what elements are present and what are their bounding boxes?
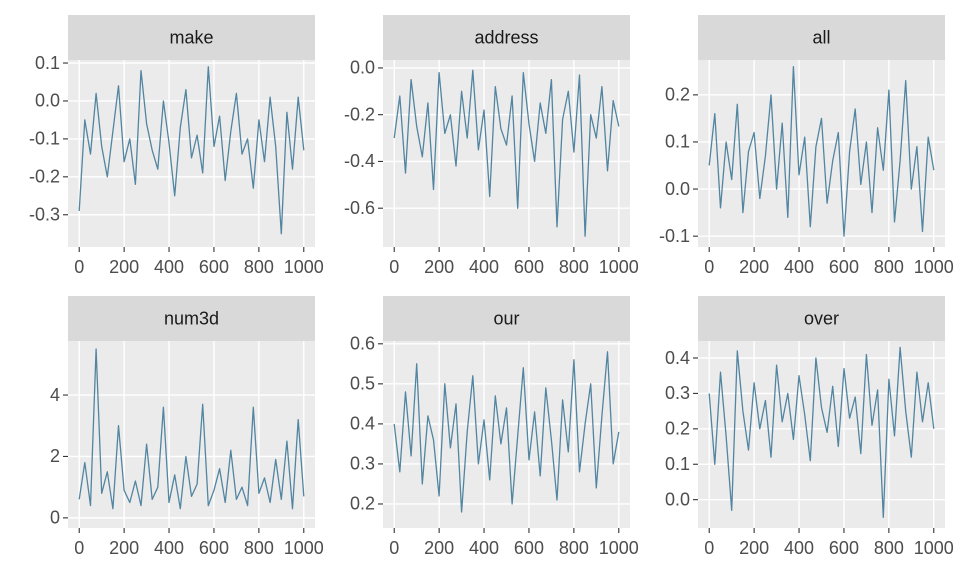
x-tick-label: 600	[199, 538, 229, 558]
x-tick-label: 600	[514, 257, 544, 277]
facet-title: make	[169, 27, 213, 47]
x-tick-label: 1000	[914, 538, 954, 558]
x-tick-label: 200	[739, 257, 769, 277]
y-tick-label: 0.4	[350, 414, 375, 434]
x-tick-label: 1000	[599, 538, 639, 558]
y-tick-label: 0.0	[35, 91, 60, 111]
panel-background	[68, 341, 315, 528]
y-tick-label: 4	[50, 385, 60, 405]
y-tick-label: -0.2	[344, 104, 375, 124]
x-tick-label: 0	[389, 257, 399, 277]
trace-line	[708, 65, 935, 237]
trace-line	[393, 69, 620, 237]
x-tick-label: 800	[874, 538, 904, 558]
strip	[383, 15, 630, 60]
y-tick-label: -0.6	[344, 198, 375, 218]
facet-title: our	[493, 308, 519, 328]
x-tick-label: 800	[874, 257, 904, 277]
x-tick-label: 200	[739, 538, 769, 558]
strip	[68, 296, 315, 341]
x-tick-label: 600	[829, 257, 859, 277]
facet-title: over	[804, 308, 839, 328]
x-tick-label: 800	[244, 257, 274, 277]
x-tick-label: 0	[74, 257, 84, 277]
y-tick-label: 0.1	[35, 53, 60, 73]
x-tick-label: 600	[514, 538, 544, 558]
x-tick-label: 200	[109, 538, 139, 558]
x-tick-label: 400	[154, 538, 184, 558]
x-tick-label: 400	[469, 257, 499, 277]
y-tick-label: -0.1	[659, 226, 690, 246]
x-tick-label: 200	[424, 538, 454, 558]
y-tick-label: 0.1	[665, 454, 690, 474]
trace-line	[78, 66, 305, 235]
x-tick-label: 1000	[284, 257, 324, 277]
y-tick-label: -0.3	[29, 205, 60, 225]
x-tick-label: 800	[244, 538, 274, 558]
y-tick-label: 0.2	[665, 419, 690, 439]
trace-line	[78, 348, 305, 510]
x-tick-label: 600	[829, 538, 859, 558]
strip	[68, 15, 315, 60]
x-tick-label: 0	[704, 257, 714, 277]
y-tick-label: 0.2	[350, 494, 375, 514]
x-tick-label: 1000	[914, 257, 954, 277]
y-tick-label: 0.0	[665, 489, 690, 509]
strip	[698, 296, 945, 341]
strip	[698, 15, 945, 60]
y-tick-label: 0.0	[665, 179, 690, 199]
y-tick-label: 2	[50, 446, 60, 466]
facet-title: num3d	[164, 308, 219, 328]
trace-line	[393, 351, 620, 513]
x-tick-label: 0	[389, 538, 399, 558]
y-tick-label: -0.4	[344, 151, 375, 171]
y-tick-label: 0.0	[350, 58, 375, 78]
trace-line	[708, 346, 935, 519]
x-tick-label: 400	[784, 257, 814, 277]
y-tick-label: 0.4	[665, 348, 690, 368]
y-tick-label: 0.2	[665, 85, 690, 105]
y-tick-label: 0.1	[665, 132, 690, 152]
y-tick-label: 0.3	[665, 383, 690, 403]
x-tick-label: 400	[469, 538, 499, 558]
facet-title: address	[474, 27, 538, 47]
x-tick-label: 600	[199, 257, 229, 277]
panel-background	[698, 60, 945, 247]
y-tick-label: -0.2	[29, 167, 60, 187]
panel-background	[383, 60, 630, 247]
y-tick-label: 0.5	[350, 374, 375, 394]
panel-background	[383, 341, 630, 528]
x-tick-label: 200	[109, 257, 139, 277]
y-tick-label: 0	[50, 508, 60, 528]
x-tick-label: 0	[74, 538, 84, 558]
x-tick-label: 200	[424, 257, 454, 277]
y-tick-label: 0.6	[350, 334, 375, 354]
x-tick-label: 0	[704, 538, 714, 558]
x-tick-label: 400	[784, 538, 814, 558]
x-tick-label: 800	[559, 538, 589, 558]
strip	[383, 296, 630, 341]
x-tick-label: 800	[559, 257, 589, 277]
x-tick-label: 1000	[599, 257, 639, 277]
facet-title: all	[812, 27, 830, 47]
x-tick-label: 1000	[284, 538, 324, 558]
y-tick-label: -0.1	[29, 129, 60, 149]
x-tick-label: 400	[154, 257, 184, 277]
y-tick-label: 0.3	[350, 454, 375, 474]
